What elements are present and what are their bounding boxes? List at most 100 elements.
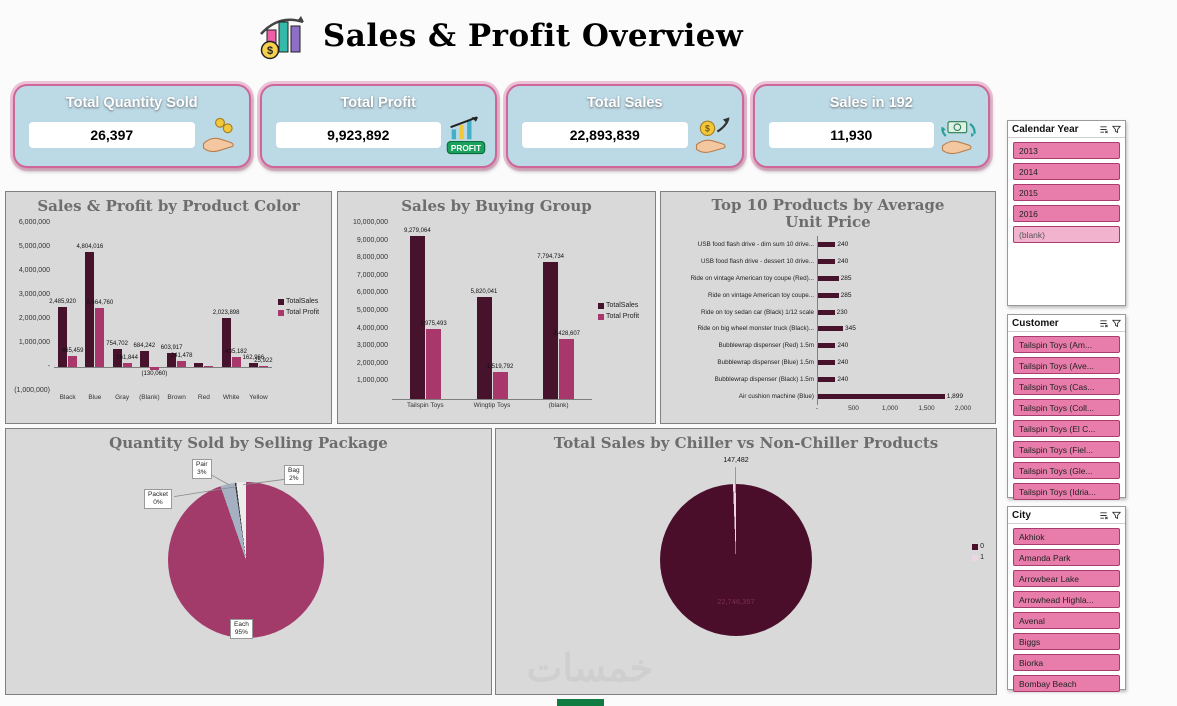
chart-top10-products-by-avg-unit-price: Top 10 Products by Average Unit Price US… [660, 191, 996, 424]
bar-totalsales[interactable] [112, 348, 122, 367]
slicer-item[interactable]: Avenal [1013, 612, 1120, 629]
slicer-item[interactable]: 2014 [1013, 163, 1120, 180]
value-label: 240 [837, 342, 849, 350]
slice-name: Pair [196, 461, 208, 468]
slicer-item[interactable]: Arrowhead Highla... [1013, 591, 1120, 608]
x-axis-line [54, 367, 272, 368]
kpi-card-sales-in-192[interactable]: Sales in 192 11,930 [752, 84, 990, 168]
slicer-item[interactable]: Amanda Park [1013, 549, 1120, 566]
slicer-item[interactable]: 2015 [1013, 184, 1120, 201]
x-tick-label: 1,000 [881, 405, 899, 412]
slicer-item[interactable]: Tailspin Toys (Gle... [1013, 462, 1120, 479]
bar-total-profit[interactable] [204, 365, 214, 367]
bar-totalsales[interactable] [476, 296, 492, 399]
slicer-item[interactable]: Tailspin Toys (Am... [1013, 336, 1120, 353]
data-label: 162,966 [242, 355, 265, 362]
bar[interactable] [818, 241, 836, 247]
data-label: 603,917 [160, 344, 183, 351]
bar[interactable] [818, 326, 843, 332]
kpi-value: 11,930 [768, 122, 934, 148]
bar-track: 240 [817, 236, 963, 253]
filter-icon[interactable] [1112, 511, 1121, 520]
data-label: 25,922 [254, 358, 273, 365]
chiller-pie[interactable] [660, 484, 812, 636]
bar-total-profit[interactable] [95, 307, 105, 367]
slicer-item[interactable]: Arrowbear Lake [1013, 570, 1120, 587]
clear-selections-icon[interactable] [1099, 125, 1108, 134]
bar-total-profit[interactable] [177, 361, 187, 367]
bar-totalsales[interactable] [167, 352, 177, 367]
slicer-item[interactable]: Biorka [1013, 654, 1120, 671]
selling-package-pie[interactable] [168, 482, 324, 638]
legend-label: Total Profit [286, 309, 320, 316]
slicer-item[interactable]: (blank) [1013, 226, 1120, 243]
bar[interactable] [818, 394, 945, 400]
kpi-value: 26,397 [29, 122, 195, 148]
value-label: 240 [837, 257, 849, 265]
row-label: Ride on big wheel monster truck (Black).… [697, 325, 814, 333]
kpi-card-total-quantity-sold[interactable]: Total Quantity Sold 26,397 [13, 84, 251, 168]
bar-row: Ride on big wheel monster truck (Black).… [669, 320, 987, 338]
bar-total-profit[interactable] [559, 338, 575, 399]
legend-item: 1 [972, 554, 984, 561]
bar[interactable] [818, 292, 839, 298]
bar[interactable] [818, 275, 839, 281]
bar-total-profit[interactable] [231, 356, 241, 367]
legend-label: 0 [980, 543, 984, 550]
bar[interactable] [818, 377, 836, 383]
bar-total-profit[interactable] [122, 363, 132, 367]
slicer-item[interactable]: Tailspin Toys (Cas... [1013, 378, 1120, 395]
slicer-item[interactable]: Akhiok [1013, 528, 1120, 545]
filter-icon[interactable] [1112, 319, 1121, 328]
category-label: White [222, 394, 240, 401]
bar[interactable] [818, 309, 835, 315]
sales-chart-logo-icon: $ [259, 16, 304, 60]
kpi-row: Total Quantity Sold 26,397 Total Profit … [13, 84, 990, 168]
chart-title: Sales by Buying Group [401, 197, 592, 215]
legend-label: 1 [980, 554, 984, 561]
slicer-item[interactable]: Bombay Beach [1013, 675, 1120, 692]
bar-row: Bubblewrap dispenser (Red) 1.5m 240 [669, 337, 987, 355]
value-label: 230 [836, 308, 848, 316]
slice-name: Packet [148, 491, 168, 498]
kpi-card-total-sales[interactable]: Total Sales 22,893,839 $ [506, 84, 744, 168]
svg-text:PROFIT: PROFIT [451, 144, 481, 153]
bar-total-profit[interactable] [258, 366, 268, 367]
slicer-item[interactable]: Tailspin Toys (Idria... [1013, 483, 1120, 500]
bar-totalsales[interactable] [58, 307, 68, 367]
bar-row: Ride on vintage American toy coupe (Red)… [669, 269, 987, 287]
bar-total-profit[interactable] [68, 355, 78, 367]
bar-totalsales[interactable] [543, 261, 559, 399]
bar-total-profit[interactable] [425, 329, 441, 399]
y-tick-label: 1,000,000 [356, 377, 388, 385]
bar[interactable] [818, 360, 836, 366]
bar-totalsales[interactable] [409, 235, 425, 399]
kpi-card-total-profit[interactable]: Total Profit 9,923,892 PROFIT [259, 84, 497, 168]
bar-totalsales[interactable] [139, 350, 149, 367]
clear-selections-icon[interactable] [1099, 511, 1108, 520]
slice-percent: 3% [197, 468, 207, 476]
slicer-item[interactable]: Tailspin Toys (Ave... [1013, 357, 1120, 374]
bar-total-profit[interactable] [492, 372, 508, 399]
bar[interactable] [818, 343, 836, 349]
y-tick-label: 6,000,000 [18, 219, 50, 226]
data-label: 5,820,041 [470, 288, 498, 295]
bar-totalsales[interactable] [248, 363, 258, 367]
slicer-item[interactable]: 2016 [1013, 205, 1120, 222]
data-label: (130,060) [141, 371, 168, 378]
clear-selections-icon[interactable] [1099, 319, 1108, 328]
bar-totalsales[interactable] [85, 251, 95, 367]
slicer-header-icons [1099, 511, 1121, 520]
bar-totalsales[interactable] [221, 318, 231, 367]
filter-icon[interactable] [1112, 125, 1121, 134]
slicer-item[interactable]: Biggs [1013, 633, 1120, 650]
slicer-item[interactable]: Tailspin Toys (Coll... [1013, 399, 1120, 416]
bar-totalsales[interactable] [194, 362, 204, 367]
slicer-item[interactable]: Tailspin Toys (El C... [1013, 420, 1120, 437]
slicer-item[interactable]: Tailspin Toys (Fiel... [1013, 441, 1120, 458]
bar[interactable] [818, 258, 836, 264]
category-label: Wingtip Toys [473, 402, 511, 409]
bar-total-profit[interactable] [149, 367, 159, 371]
slicer-item[interactable]: 2013 [1013, 142, 1120, 159]
chart-body: 10,000,000 9,000,000 8,000,000 7,000,000 6,0… [338, 215, 655, 409]
